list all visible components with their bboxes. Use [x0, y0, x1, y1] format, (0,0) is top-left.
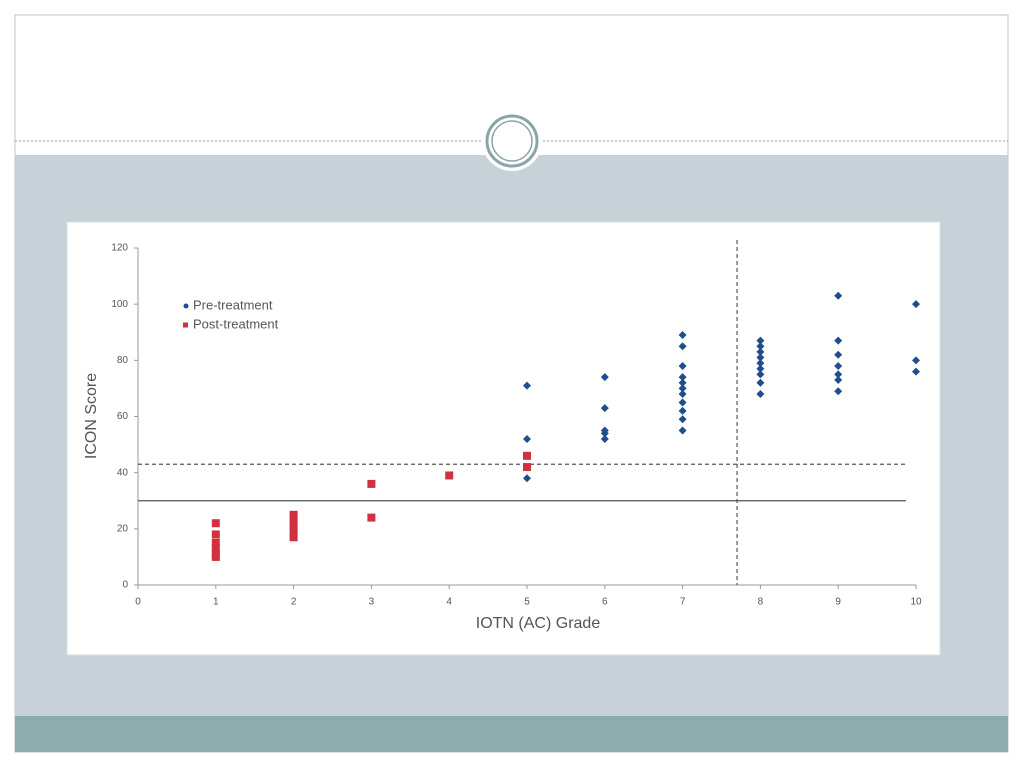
x-tick-label: 9 — [835, 597, 841, 608]
point — [834, 291, 843, 300]
y-tick-label: 120 — [111, 243, 128, 254]
x-tick-label: 6 — [602, 597, 608, 608]
point — [678, 342, 687, 351]
point — [756, 336, 765, 345]
point — [211, 519, 220, 528]
point — [211, 544, 220, 553]
point — [289, 510, 298, 519]
x-tick-label: 0 — [135, 597, 141, 608]
point — [834, 387, 843, 396]
point — [678, 415, 687, 424]
point — [756, 359, 765, 368]
point — [523, 463, 531, 472]
y-tick-label: 0 — [122, 580, 128, 591]
point — [600, 373, 609, 382]
point — [678, 426, 687, 435]
point — [834, 336, 843, 345]
point — [600, 429, 609, 438]
y-tick-label: 100 — [111, 299, 128, 310]
point — [756, 390, 765, 399]
point — [756, 364, 765, 373]
point — [211, 530, 220, 539]
point — [523, 474, 531, 483]
point — [600, 434, 609, 443]
point — [912, 367, 920, 376]
point — [523, 381, 531, 390]
point — [756, 378, 765, 387]
x-tick-label: 4 — [446, 597, 452, 608]
point — [756, 342, 765, 351]
point — [367, 479, 376, 488]
legend-label: Pre-treatment — [193, 297, 273, 312]
point — [211, 538, 220, 547]
x-tick-label: 1 — [213, 597, 219, 608]
y-tick-label: 20 — [117, 523, 129, 534]
point — [678, 373, 687, 382]
point — [289, 522, 298, 531]
point — [367, 513, 376, 522]
point — [756, 370, 765, 379]
point — [756, 347, 765, 356]
point — [678, 384, 687, 393]
y-tick-label: 80 — [117, 355, 129, 366]
x-tick-label: 7 — [680, 597, 686, 608]
point — [678, 331, 687, 340]
point — [834, 361, 843, 370]
point — [834, 370, 843, 379]
chart-panel — [66, 221, 941, 656]
x-tick-label: 3 — [369, 597, 375, 608]
point — [678, 361, 687, 370]
legend-swatch — [183, 322, 188, 328]
point — [678, 398, 687, 407]
y-tick-label: 40 — [117, 467, 129, 478]
point — [912, 300, 920, 309]
y-axis-label: ICON Score — [83, 373, 100, 459]
legend-label: Post-treatment — [193, 316, 279, 331]
x-axis-label: IOTN (AC) Grade — [476, 615, 601, 632]
x-tick-label: 5 — [524, 597, 530, 608]
point — [834, 375, 843, 384]
point — [678, 390, 687, 399]
point — [756, 353, 765, 362]
point — [678, 406, 687, 415]
point — [523, 451, 531, 460]
legend-swatch — [183, 303, 189, 309]
x-tick-label: 10 — [910, 597, 922, 608]
point — [289, 516, 298, 525]
point — [912, 356, 920, 365]
point — [289, 533, 298, 542]
point — [211, 552, 220, 561]
ornament-ring — [491, 120, 533, 162]
x-tick-label: 8 — [758, 597, 764, 608]
point — [678, 378, 687, 387]
point — [834, 350, 843, 359]
y-tick-label: 60 — [117, 411, 129, 422]
point — [289, 527, 298, 536]
point — [523, 434, 531, 443]
footer-band — [15, 716, 1008, 752]
point — [600, 404, 609, 413]
point — [445, 471, 454, 480]
x-tick-label: 2 — [291, 597, 297, 608]
